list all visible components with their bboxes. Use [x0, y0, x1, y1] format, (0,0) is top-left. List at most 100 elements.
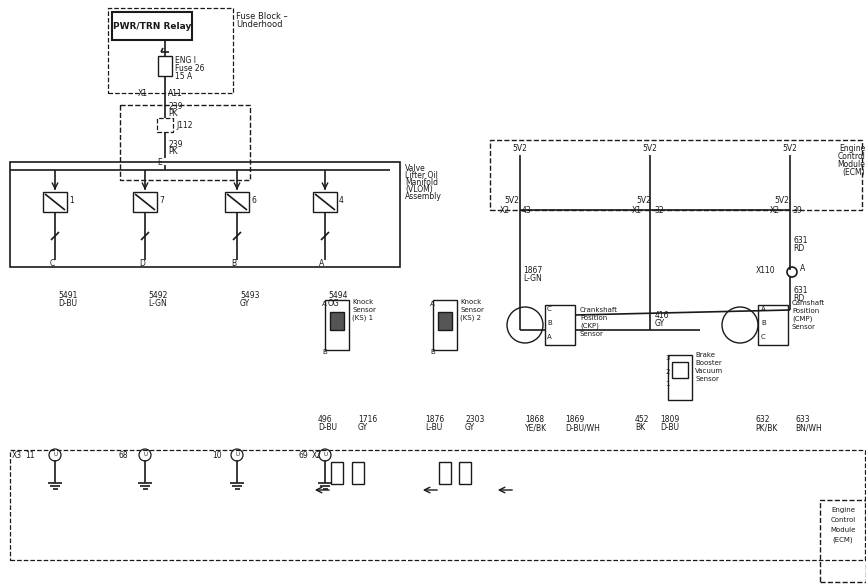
Text: Fuse Block –: Fuse Block –	[236, 12, 288, 21]
Text: 32: 32	[654, 205, 663, 215]
Text: Engine: Engine	[839, 143, 865, 152]
Text: 416: 416	[655, 310, 669, 319]
Text: Vacuum: Vacuum	[695, 368, 723, 374]
Bar	[330, 312, 344, 330]
Text: Engine: Engine	[831, 507, 855, 513]
Text: PK/BK: PK/BK	[755, 423, 778, 433]
Bar	[112, 12, 192, 40]
Text: Module: Module	[837, 159, 865, 169]
Text: Position: Position	[580, 315, 607, 321]
Text: X2: X2	[770, 205, 780, 215]
Text: 43: 43	[522, 205, 532, 215]
Text: Control: Control	[830, 517, 856, 523]
Text: Sensor: Sensor	[580, 331, 604, 337]
Text: C: C	[761, 334, 766, 340]
Text: 15 A: 15 A	[175, 72, 192, 81]
Text: 5493: 5493	[240, 290, 260, 299]
Text: 5494: 5494	[328, 290, 347, 299]
Text: X110: X110	[755, 266, 775, 275]
Text: 1: 1	[665, 381, 670, 387]
Bar	[438, 312, 452, 330]
Text: X3: X3	[12, 450, 23, 459]
Text: D-BU: D-BU	[58, 299, 77, 308]
Text: 1716: 1716	[358, 416, 378, 425]
Bar	[352, 462, 364, 484]
Text: OG: OG	[328, 299, 339, 308]
Text: B: B	[322, 349, 327, 355]
Text: 6: 6	[251, 195, 255, 205]
Text: BK: BK	[635, 423, 645, 433]
Text: 10: 10	[212, 450, 222, 459]
Text: 1868: 1868	[525, 416, 544, 425]
Text: 5V2: 5V2	[505, 195, 520, 205]
Bar	[439, 462, 451, 484]
Text: Manifold: Manifold	[405, 178, 438, 186]
Text: Crankshaft: Crankshaft	[580, 307, 618, 313]
Text: 633: 633	[795, 416, 810, 425]
Text: 239: 239	[168, 139, 183, 149]
Text: GY: GY	[240, 299, 250, 308]
Bar	[158, 56, 172, 76]
Text: Sensor: Sensor	[792, 324, 816, 330]
Text: 5V2: 5V2	[513, 143, 527, 152]
Text: Position: Position	[792, 308, 819, 314]
Text: Camshaft: Camshaft	[792, 300, 825, 306]
Text: L-BU: L-BU	[425, 423, 443, 433]
Text: ENG I: ENG I	[175, 55, 196, 65]
Text: 1809: 1809	[660, 416, 679, 425]
Text: 5V2: 5V2	[643, 143, 657, 152]
Text: 39: 39	[792, 205, 802, 215]
Bar	[313, 192, 337, 212]
Bar	[10, 162, 400, 267]
Bar	[459, 462, 471, 484]
Text: Module: Module	[830, 527, 856, 533]
Text: Valve: Valve	[405, 163, 426, 172]
Text: U: U	[53, 453, 57, 457]
Text: U: U	[235, 453, 239, 457]
Text: 1: 1	[69, 195, 74, 205]
Text: PK: PK	[168, 146, 178, 155]
Text: Sensor: Sensor	[352, 307, 376, 313]
Text: 1869: 1869	[565, 416, 585, 425]
Bar	[157, 118, 173, 132]
Bar	[433, 300, 457, 350]
Text: 4: 4	[339, 195, 344, 205]
Bar	[120, 105, 250, 180]
Text: (CMP): (CMP)	[792, 316, 812, 322]
Text: B: B	[231, 259, 236, 268]
Text: 69: 69	[298, 450, 307, 459]
Text: 631: 631	[793, 236, 807, 245]
Text: 496: 496	[318, 416, 333, 425]
Text: X1: X1	[138, 89, 148, 98]
Bar	[672, 362, 688, 378]
Text: A11: A11	[168, 89, 183, 98]
Bar	[758, 305, 788, 345]
Text: 68: 68	[118, 450, 127, 459]
Bar	[331, 462, 343, 484]
Text: X2: X2	[500, 205, 510, 215]
Text: 1867: 1867	[523, 266, 542, 275]
Text: (ECM): (ECM)	[843, 168, 865, 176]
Text: RD: RD	[793, 243, 805, 252]
Text: 2: 2	[666, 369, 670, 375]
Text: A: A	[320, 259, 325, 268]
Bar	[490, 140, 862, 210]
Text: A: A	[761, 306, 766, 312]
Text: L-GN: L-GN	[148, 299, 167, 308]
Text: D: D	[139, 259, 145, 268]
Text: 239: 239	[168, 102, 183, 111]
Text: (VLOM): (VLOM)	[405, 185, 433, 193]
Text: (ECM): (ECM)	[833, 537, 853, 543]
Text: 2303: 2303	[465, 416, 484, 425]
Text: Lifter Oil: Lifter Oil	[405, 171, 438, 179]
Text: U: U	[143, 453, 147, 457]
Text: Sensor: Sensor	[695, 376, 719, 382]
Text: Control: Control	[837, 152, 865, 161]
Text: B: B	[761, 320, 766, 326]
Text: X2: X2	[312, 450, 322, 459]
Bar	[225, 192, 249, 212]
Text: D-BU: D-BU	[660, 423, 679, 433]
Text: GY: GY	[465, 423, 475, 433]
Text: 5491: 5491	[58, 290, 77, 299]
Text: 11: 11	[25, 450, 35, 459]
